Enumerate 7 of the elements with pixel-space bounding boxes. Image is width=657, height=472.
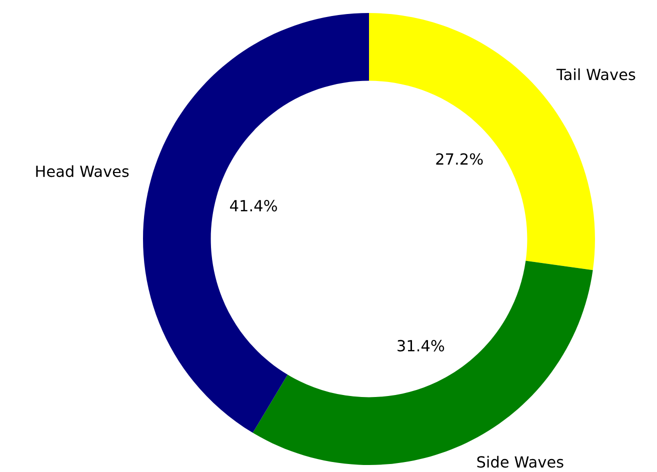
donut-slice <box>143 13 369 433</box>
data-label: 27.2% <box>436 153 483 165</box>
slice-label: Side Waves <box>477 456 564 468</box>
slice-label: Tail Waves <box>556 68 636 80</box>
data-label: 41.4% <box>230 200 277 212</box>
data-label: 31.4% <box>398 340 444 352</box>
slice-label: Head Waves <box>36 165 129 178</box>
